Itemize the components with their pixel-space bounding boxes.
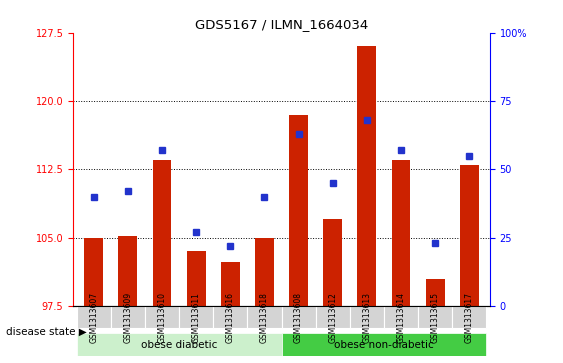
- Text: GSM1313607: GSM1313607: [89, 291, 98, 343]
- Title: GDS5167 / ILMN_1664034: GDS5167 / ILMN_1664034: [195, 19, 368, 32]
- Bar: [77, 306, 111, 329]
- Bar: [289, 115, 308, 306]
- Text: obese diabetic: obese diabetic: [141, 339, 217, 350]
- Bar: [255, 238, 274, 306]
- Text: disease state ▶: disease state ▶: [6, 327, 86, 337]
- Text: GSM1313617: GSM1313617: [465, 292, 474, 343]
- Text: GSM1313614: GSM1313614: [396, 292, 405, 343]
- Bar: [187, 251, 205, 306]
- Bar: [350, 306, 384, 329]
- Bar: [84, 238, 103, 306]
- Bar: [153, 160, 171, 306]
- Bar: [392, 160, 410, 306]
- Bar: [282, 333, 486, 356]
- Bar: [323, 220, 342, 306]
- Bar: [179, 306, 213, 329]
- Bar: [247, 306, 282, 329]
- Bar: [460, 165, 479, 306]
- Bar: [145, 306, 179, 329]
- Bar: [221, 262, 240, 306]
- Bar: [111, 306, 145, 329]
- Text: GSM1313610: GSM1313610: [158, 292, 167, 343]
- Bar: [77, 333, 282, 356]
- Bar: [282, 306, 316, 329]
- Bar: [418, 306, 452, 329]
- Text: GSM1313613: GSM1313613: [363, 292, 372, 343]
- Bar: [426, 279, 445, 306]
- Text: GSM1313615: GSM1313615: [431, 292, 440, 343]
- Bar: [316, 306, 350, 329]
- Bar: [213, 306, 247, 329]
- Text: obese non-diabetic: obese non-diabetic: [334, 339, 434, 350]
- Bar: [358, 46, 376, 306]
- Text: GSM1313612: GSM1313612: [328, 292, 337, 343]
- Text: GSM1313611: GSM1313611: [191, 292, 200, 343]
- Text: GSM1313618: GSM1313618: [260, 292, 269, 343]
- Bar: [384, 306, 418, 329]
- Text: GSM1313616: GSM1313616: [226, 292, 235, 343]
- Bar: [118, 236, 137, 306]
- Bar: [452, 306, 486, 329]
- Text: GSM1313608: GSM1313608: [294, 292, 303, 343]
- Text: GSM1313609: GSM1313609: [123, 291, 132, 343]
